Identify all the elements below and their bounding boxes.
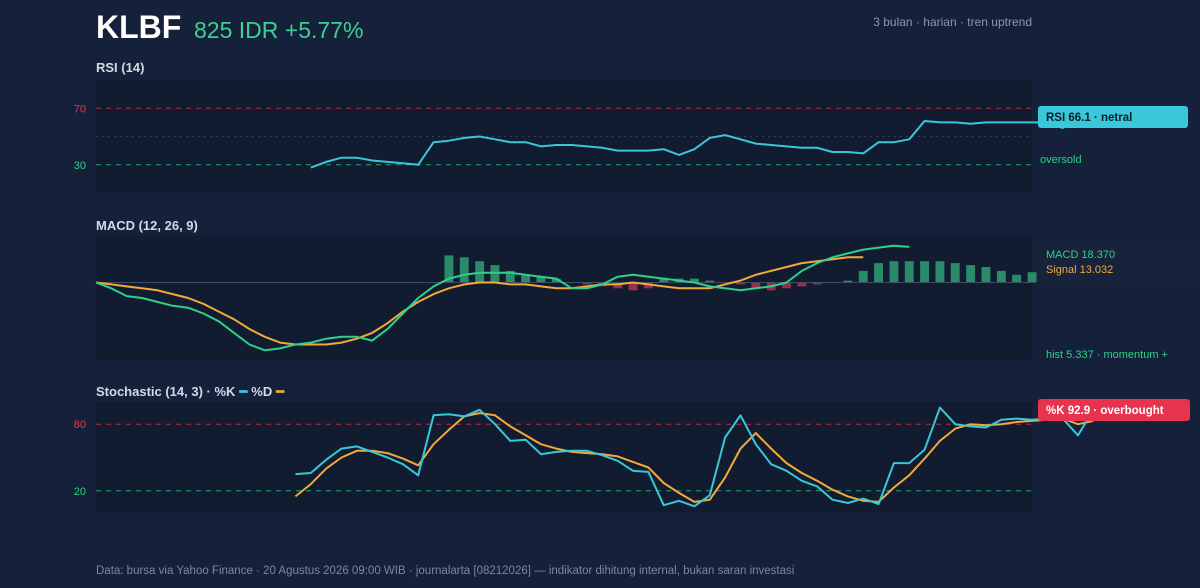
stoch-k-line (295, 406, 1095, 508)
macd-hist-bar (812, 282, 822, 285)
stoch-tick-20: 20 (74, 486, 86, 498)
stoch-badge (1038, 399, 1190, 421)
stoch-plot: 80 20 (74, 405, 1098, 508)
price-change: 825 IDR +5.77% (194, 17, 363, 43)
macd-hist-bar (950, 263, 960, 283)
macd-value-label: MACD 18.370 (1046, 249, 1115, 261)
stoch-k-legend-line: ━ (238, 384, 248, 399)
macd-hist-bar (1012, 274, 1022, 283)
macd-series-line (95, 244, 910, 352)
macd-hist-bar (705, 280, 715, 283)
stoch-panel (96, 402, 1032, 513)
rsi-tick-70: 70 (74, 103, 86, 115)
header-subtitle: 3 bulan · harian · tren uptrend (873, 15, 1032, 29)
stoch-title: Stochastic (14, 3) · %K ━ %D ━ (96, 384, 285, 399)
macd-hist-bar (782, 282, 791, 289)
rsi-badge (1038, 106, 1188, 128)
ticker-symbol: KLBF (96, 9, 181, 45)
rsi-tick-30: 30 (74, 160, 86, 172)
macd-panel (96, 236, 1032, 360)
macd-hist-bar (613, 282, 623, 289)
rsi-series-line (310, 113, 1079, 169)
macd-title: MACD (12, 26, 9) (96, 218, 198, 233)
stoch-d-legend-text: %D (251, 384, 272, 399)
signal-value-label: Signal 13.032 (1046, 264, 1113, 276)
macd-hist-bar (843, 280, 853, 283)
macd-hist-bar (582, 282, 592, 285)
macd-hist-bar (996, 270, 1006, 283)
macd-hist-bar (444, 255, 454, 283)
macd-hist-bar (874, 263, 883, 283)
macd-hist-bar (536, 276, 546, 283)
stoch-badge-label: %K 92.9 · overbought (1046, 405, 1164, 417)
macd-hist-bar (889, 261, 899, 283)
macd-hist-bar (505, 270, 515, 283)
signal-series-line (95, 256, 864, 346)
stoch-title-text: Stochastic (14, 3) · %K (96, 384, 236, 399)
macd-plot (95, 244, 1037, 352)
macd-hist-bar (628, 282, 638, 291)
rsi-title: RSI (14) (96, 60, 144, 75)
macd-hist-bar (904, 261, 914, 283)
stoch-d-line (294, 412, 1094, 503)
macd-hist-bar (858, 270, 868, 283)
macd-hist-bar (459, 257, 469, 283)
oversold-label: oversold (1040, 154, 1082, 166)
macd-hist-bar (659, 278, 669, 283)
macd-hist-bar (920, 261, 929, 283)
rsi-badge-label: RSI 66.1 · netral (1046, 112, 1132, 124)
macd-hist-bar (966, 265, 976, 283)
macd-legend-box (1038, 242, 1194, 282)
stoch-d-legend-line: ━ (275, 384, 285, 399)
macd-hist-bar (551, 278, 561, 283)
macd-hist-bar (797, 282, 807, 287)
macd-hist-bar (690, 278, 699, 283)
hist-value-label: hist 5.337 · momentum + (1046, 349, 1168, 361)
footer-source: Data: bursa via Yahoo Finance · 20 Agust… (96, 565, 794, 577)
macd-hist-bar (1027, 272, 1037, 283)
macd-hist-bar (736, 282, 745, 285)
macd-hist-bar (935, 261, 945, 283)
macd-hist-bar (751, 282, 761, 289)
macd-hist-bar (981, 267, 991, 283)
stoch-tick-80: 80 (74, 419, 86, 431)
macd-hist-bar (521, 274, 531, 283)
